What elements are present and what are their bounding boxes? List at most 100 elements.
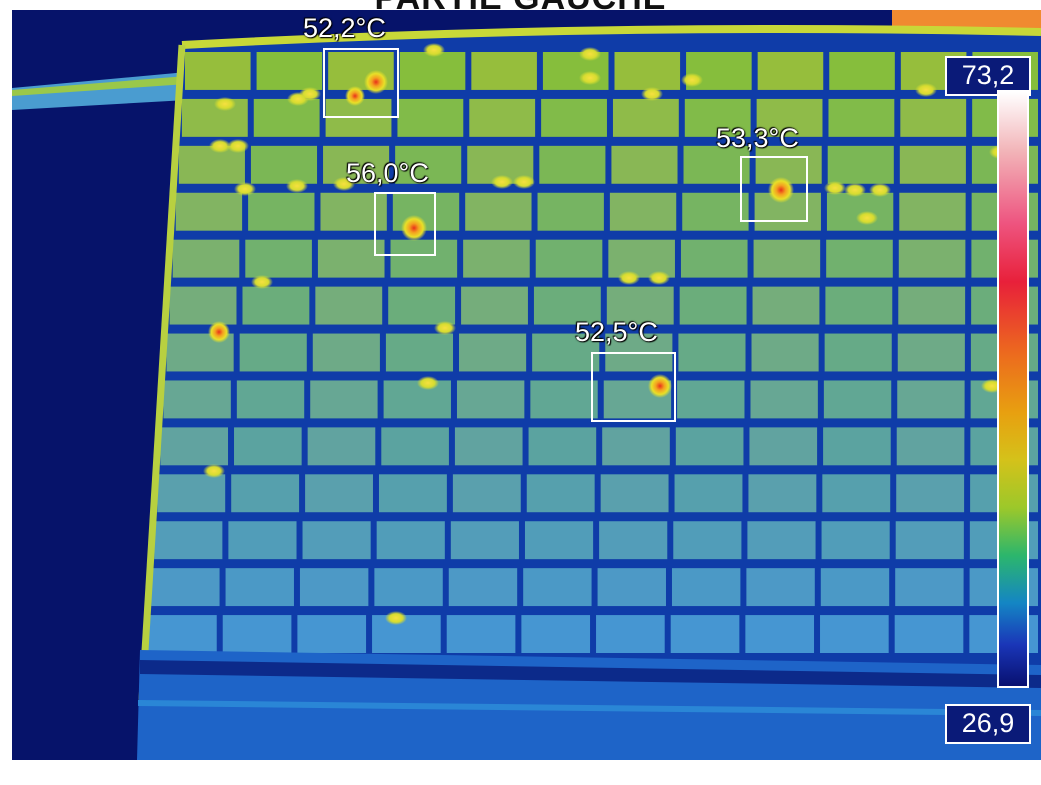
panel-cell (608, 239, 675, 278)
spot-temperature-label: 52,5°C (575, 317, 658, 347)
panel-cell (674, 474, 743, 513)
panel-cell (523, 568, 592, 607)
panel-cell (305, 474, 373, 513)
panel-cell (521, 615, 591, 653)
panel-cell (596, 615, 665, 653)
panel-cell (526, 474, 595, 513)
panel-cell (456, 380, 525, 419)
panel-cell (609, 192, 677, 231)
panel-cell (684, 98, 751, 137)
panel-cell (825, 286, 893, 325)
panel-cell (900, 98, 967, 137)
panel-cell (452, 474, 521, 513)
panel-cell (454, 427, 523, 466)
warm-spot (234, 182, 256, 196)
panel-cell (461, 286, 528, 325)
panel-cell (163, 380, 231, 419)
panel-cell (822, 474, 891, 513)
temperature-scale-bar (997, 90, 1029, 688)
warm-spot (227, 139, 249, 153)
warm-spot (641, 87, 663, 101)
panel-cell (239, 333, 307, 372)
warm-spot (203, 464, 225, 478)
panel-cell (530, 380, 598, 419)
warm-spot (915, 83, 937, 97)
warm-spot (869, 183, 891, 197)
panel-cell (157, 474, 226, 513)
panel-cell (234, 427, 302, 466)
panel-cell (757, 52, 824, 90)
panel-cell (236, 380, 305, 419)
panel-cell (746, 568, 815, 607)
panel-cell (678, 333, 746, 372)
panel-cell (459, 333, 527, 372)
panel-cell (897, 380, 965, 419)
warm-spot (579, 71, 601, 85)
panel-cell (528, 427, 597, 466)
panel-cell (524, 521, 594, 560)
thermal-panel-array (12, 10, 1041, 760)
panel-cell (310, 380, 378, 419)
panel-cell (898, 239, 966, 278)
panel-cell (612, 98, 679, 137)
panel-cell (317, 239, 385, 278)
panel-cell (399, 52, 466, 90)
panel-cell (160, 427, 229, 466)
panel-cell (675, 427, 744, 466)
panel-cell (682, 192, 749, 231)
panel-cell (821, 521, 890, 560)
panel-cell (748, 474, 817, 513)
warm-spot (648, 271, 670, 285)
warm-spot (579, 47, 601, 61)
hotspot (768, 177, 794, 203)
hotspot (345, 86, 365, 106)
panel-cell (677, 380, 745, 419)
panel-cell (250, 145, 318, 184)
panel-cell (671, 568, 741, 607)
panel-cell (151, 568, 220, 607)
panel-cell (597, 568, 666, 607)
panel-cell (397, 98, 464, 137)
panel-cell (673, 521, 742, 560)
panel-cell (242, 286, 310, 325)
hotspot (208, 321, 230, 343)
array-left-edge (138, 44, 186, 701)
panel-cell (611, 145, 678, 184)
warm-spot (824, 181, 846, 195)
panel-cell (752, 286, 820, 325)
panel-cell (446, 615, 516, 653)
hotspot (401, 215, 427, 241)
thermal-image (12, 10, 1041, 760)
panel-cell (533, 286, 601, 325)
panel-cell (826, 192, 894, 231)
panel-cell (469, 98, 536, 137)
warm-spot (434, 321, 456, 335)
warm-spot (251, 275, 273, 289)
panel-cell (225, 568, 294, 607)
panel-cell (148, 615, 217, 653)
panel-cell (222, 615, 292, 653)
panel-cell (600, 474, 669, 513)
panel-cell (323, 145, 390, 184)
panel-cell (899, 145, 966, 184)
panel-cell (827, 145, 894, 184)
panel-cell (169, 286, 237, 325)
warm-spot (491, 175, 513, 189)
warm-spot (333, 177, 355, 191)
panel-cell (256, 52, 323, 90)
panel-cell (228, 521, 297, 560)
hotspot (648, 374, 672, 398)
panel-cell (896, 427, 965, 466)
image-title: PARTIE GAUCHE (0, 0, 1041, 18)
warm-spot (214, 97, 236, 111)
scale-max-value: 73,2 (945, 56, 1031, 96)
panel-cell (302, 521, 371, 560)
warm-spot (286, 179, 308, 193)
warm-spot (423, 43, 445, 57)
panel-cell (537, 192, 604, 231)
panel-cell (539, 145, 606, 184)
panel-cell (376, 521, 445, 560)
panel-cell (750, 380, 818, 419)
panel-cell (820, 568, 890, 607)
panel-cell (390, 239, 458, 278)
